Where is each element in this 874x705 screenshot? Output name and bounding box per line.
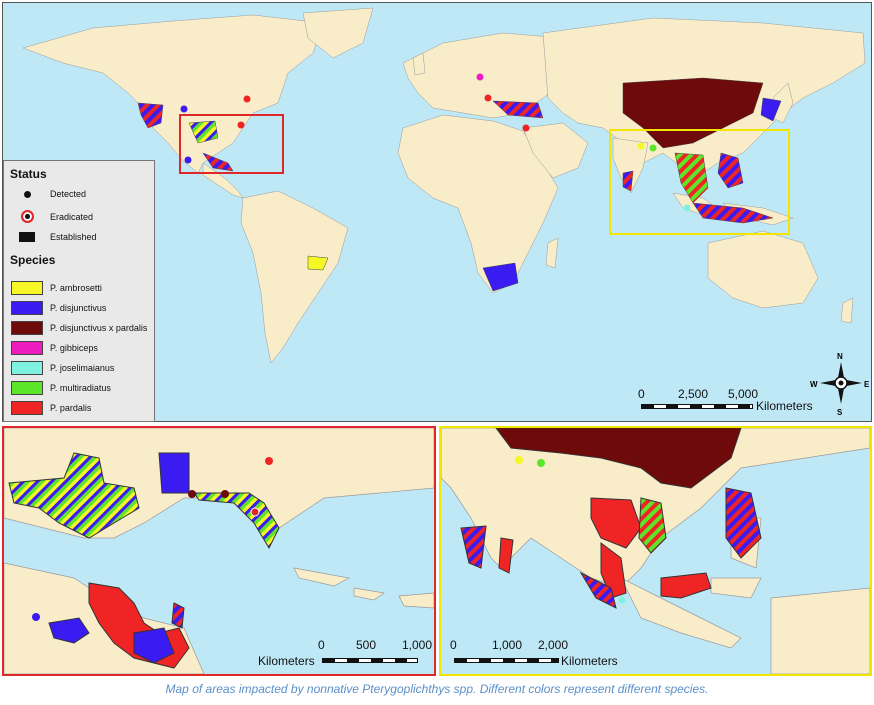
compass-s: S [837,408,843,417]
scale-tick: 2,000 [538,638,569,652]
figure-caption: Map of areas impacted by nonnative Ptery… [165,682,709,696]
scale-tick: 0 [450,638,457,652]
compass-n: N [837,352,843,361]
legend-label: P. pardalis [50,403,92,413]
australia [707,230,819,309]
legend-row-species: P. gibbiceps [10,341,98,355]
americas-scale-bar: 0 500 1,000 [318,638,432,668]
species-swatch [11,401,43,415]
americas-scale-unit: Kilometers [258,654,315,668]
legend-row-eradicated: Eradicated [10,210,93,223]
legend-row-species: P. joselimaianus [10,361,114,375]
legend-row-species: P. multiradiatus [10,381,111,395]
detected-icon [23,190,31,198]
asia-scale-unit: Kilometers [561,654,618,668]
legend-label: P. joselimaianus [50,363,115,373]
main-scale-unit: Kilometers [756,399,813,413]
legend-label: Established [50,232,97,242]
scale-tick: 0 [318,638,325,652]
legend-label: P. multiradiatus [50,383,111,393]
asia-inset-map [439,426,872,676]
scale-tick: 1,000 [492,638,523,652]
americas-inset-map [2,426,436,676]
species-swatch [11,301,43,315]
compass-w: W [810,380,818,389]
species-swatch [11,321,43,335]
scale-tick: 500 [356,638,377,652]
legend-row-species: P. disjunctivus [10,301,106,315]
legend-label: P. disjunctivus [50,303,107,313]
legend-row-species: P. disjunctivus x pardalis [10,321,147,335]
compass-e: E [864,380,870,389]
scale-tick: 0 [638,387,645,401]
species-title: Species [10,253,56,267]
legend-label: Eradicated [50,211,94,222]
eradicated-icon [20,210,34,223]
main-scale-bar: 0 2,500 5,000 [633,387,773,417]
south-america [240,190,349,364]
established-icon [19,232,35,242]
species-swatch [11,281,43,295]
north-america [22,14,324,174]
legend-row-detected: Detected [10,189,86,199]
scale-tick: 2,500 [678,387,709,401]
species-swatch [11,381,43,395]
species-swatch [11,341,43,355]
scale-tick: 5,000 [728,387,759,401]
legend-row-species: P. pardalis [10,401,91,415]
legend-label: Detected [50,189,87,199]
status-title: Status [10,167,47,181]
species-swatch [11,361,43,375]
asia-scale-bar: 0 1,000 2,000 [450,638,590,668]
legend-label: P. ambrosetti [50,283,102,293]
legend-label: P. disjunctivus x pardalis [50,323,148,333]
scale-tick: 1,000 [402,638,433,652]
compass-icon [818,360,864,406]
legend-row-established: Established [10,232,97,242]
legend-label: P. gibbiceps [50,343,98,353]
legend: Status Detected Eradicated Established S… [3,160,155,422]
legend-row-species: P. ambrosetti [10,281,102,295]
